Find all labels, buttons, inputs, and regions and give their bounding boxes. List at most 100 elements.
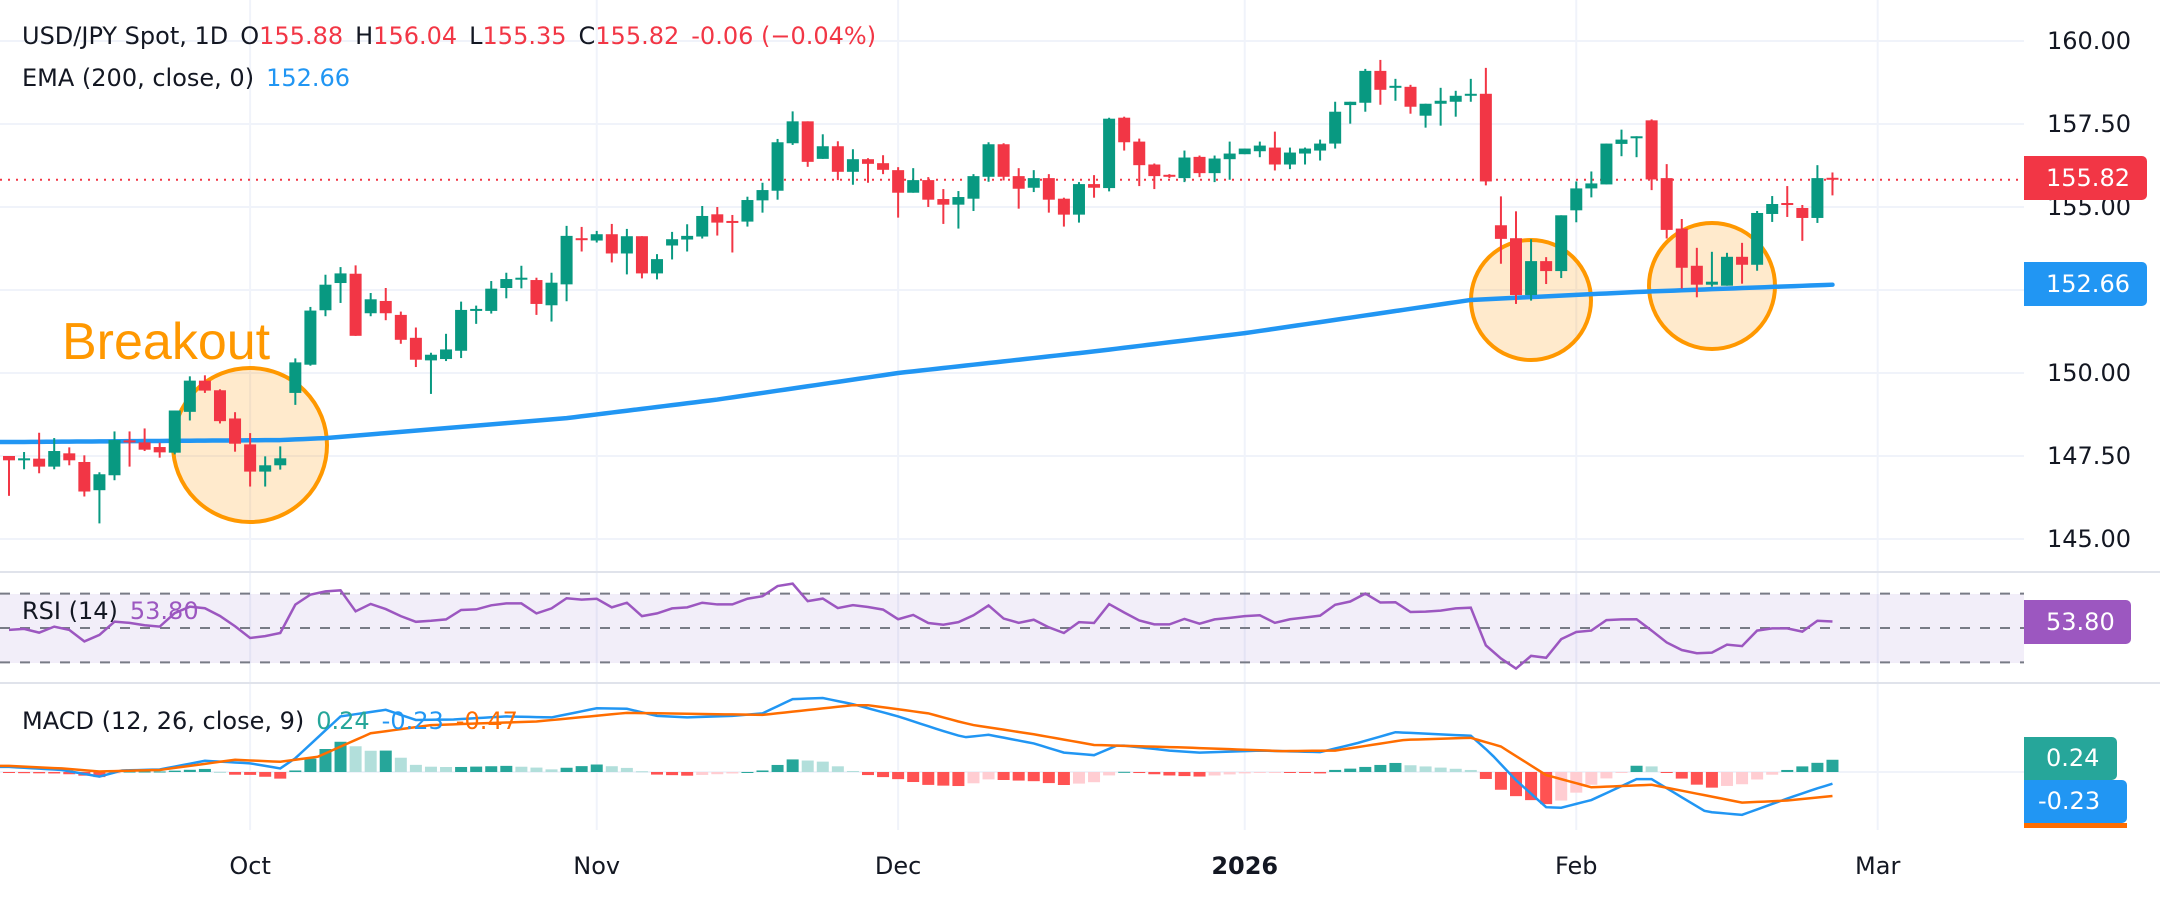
candle-body	[424, 354, 437, 361]
candle	[274, 446, 287, 470]
candle	[1720, 252, 1733, 286]
candle	[907, 168, 920, 193]
candle	[1540, 257, 1553, 285]
candle-body	[1449, 95, 1462, 102]
candle	[1193, 155, 1206, 178]
histogram-bar	[1057, 772, 1070, 786]
candle	[1299, 147, 1312, 165]
histogram-bar	[455, 766, 468, 772]
candle	[1027, 170, 1040, 193]
candle	[1479, 67, 1492, 186]
candle-body	[1163, 174, 1176, 177]
candle	[771, 138, 784, 200]
candle	[1690, 247, 1703, 298]
histogram-bar	[1253, 772, 1266, 773]
rsi-value-tag: 53.80	[2024, 600, 2131, 644]
rsi-legend[interactable]: RSI (14) 53.80	[22, 597, 199, 625]
candle-body	[1148, 164, 1161, 177]
histogram-bar	[93, 772, 106, 778]
histogram-bar	[424, 766, 437, 772]
histogram-bar	[1494, 772, 1507, 790]
candle-body	[1600, 143, 1613, 185]
histogram-bar	[1148, 772, 1161, 775]
rsi-label[interactable]: RSI (14)	[22, 597, 118, 625]
candle-body	[93, 474, 106, 491]
candle	[1012, 168, 1025, 209]
candle	[1766, 196, 1779, 222]
candle	[877, 155, 890, 175]
histogram-bar	[1615, 772, 1628, 773]
candle-body	[1178, 157, 1191, 179]
histogram-bar	[861, 772, 874, 776]
candle	[560, 225, 573, 302]
close-label: C	[578, 22, 596, 50]
candle-body	[500, 279, 513, 289]
candle	[1660, 164, 1673, 239]
candle	[334, 267, 347, 303]
candle-body	[63, 453, 76, 461]
candle	[1238, 148, 1251, 155]
histogram-bar	[229, 772, 242, 775]
candle	[846, 149, 859, 185]
signal-line	[0, 703, 1833, 804]
macd-label[interactable]: MACD (12, 26, close, 9)	[22, 707, 305, 735]
candle	[1253, 141, 1266, 158]
ema-legend[interactable]: EMA (200, close, 0) 152.66	[22, 64, 350, 92]
candle	[982, 142, 995, 182]
candle	[1389, 78, 1402, 101]
candle-body	[1720, 256, 1733, 286]
time-axis-label: 2026	[1211, 852, 1279, 880]
macd-legend[interactable]: MACD (12, 26, close, 9) 0.24 -0.23 -0.47	[22, 707, 518, 735]
candle-body	[1238, 148, 1251, 155]
candle	[1133, 138, 1146, 187]
histogram-bar	[1344, 768, 1357, 772]
candle-body	[801, 121, 814, 162]
high-value: 156.04	[373, 22, 458, 50]
candle-body	[138, 442, 151, 450]
candle	[1615, 129, 1628, 157]
candle	[711, 207, 724, 236]
candle	[229, 412, 242, 452]
candle-body	[440, 349, 453, 360]
histogram-bar	[123, 771, 136, 773]
candle	[1555, 215, 1568, 279]
candle-body	[1434, 100, 1447, 104]
high-label: H	[355, 22, 374, 50]
histogram-bar	[560, 767, 573, 772]
candle-body	[1253, 145, 1266, 152]
candle-body	[816, 146, 829, 159]
candle-body	[1088, 184, 1101, 188]
histogram-bar	[1374, 764, 1387, 772]
candle-body	[78, 461, 91, 492]
candle	[1645, 119, 1658, 191]
symbol-title[interactable]: USD/JPY Spot, 1D	[22, 22, 229, 50]
candle-body	[922, 180, 935, 200]
ema-label[interactable]: EMA (200, close, 0)	[22, 64, 255, 92]
histogram-bar	[545, 769, 558, 772]
histogram-bar	[394, 757, 407, 772]
ema-price-tag: 152.66	[2024, 262, 2147, 306]
candle-body	[861, 159, 874, 164]
histogram-bar	[1419, 766, 1432, 772]
candle	[1525, 239, 1538, 301]
candle	[394, 311, 407, 344]
symbol-legend[interactable]: USD/JPY Spot, 1D O 155.88 H 156.04 L 155.35…	[22, 22, 876, 50]
candle	[18, 452, 31, 470]
candle-body	[952, 197, 965, 205]
candle	[1314, 139, 1327, 161]
candle-body	[1464, 93, 1477, 96]
candle-body	[1057, 198, 1070, 215]
candles	[3, 59, 1839, 524]
candle-body	[334, 273, 347, 284]
histogram-bar	[138, 771, 151, 773]
candle-body	[48, 451, 61, 467]
histogram-bar	[952, 772, 965, 787]
candle	[1510, 211, 1522, 304]
candle	[1796, 205, 1809, 241]
histogram-bar	[831, 766, 844, 772]
candle-body	[1344, 101, 1357, 106]
histogram-bar	[470, 766, 483, 772]
candle	[168, 410, 181, 455]
histogram-bar	[1223, 772, 1236, 775]
